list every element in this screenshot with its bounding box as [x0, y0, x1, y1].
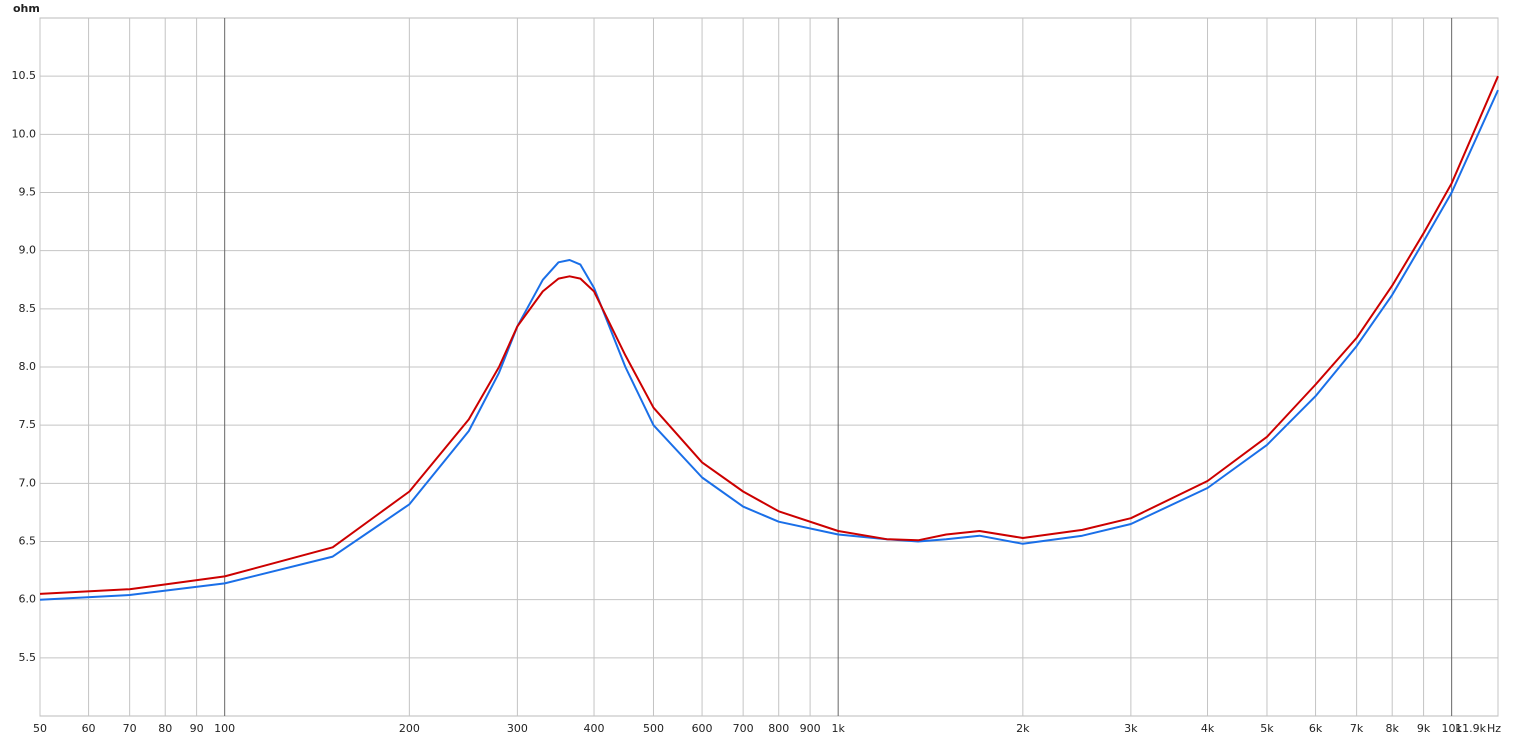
series-line: [39, 75, 1499, 595]
y-tick-label: 9.5: [19, 186, 37, 199]
x-tick-label: 9k: [1417, 722, 1431, 735]
x-tick-label: 300: [507, 722, 528, 735]
x-tick-label: 400: [584, 722, 605, 735]
x-tick-label: 8k: [1386, 722, 1400, 735]
y-tick-label: 7.5: [19, 418, 37, 431]
x-tick-label: 80: [158, 722, 172, 735]
x-axis-label: Hz: [1487, 722, 1501, 735]
x-tick-label: 2k: [1016, 722, 1030, 735]
y-tick-label: 10.5: [12, 69, 37, 82]
y-axis-label: ohm: [13, 2, 40, 15]
y-tick-label: 8.5: [19, 302, 37, 315]
x-tick-label: 200: [399, 722, 420, 735]
y-tick-label: 9.0: [19, 244, 37, 257]
x-tick-label: 900: [800, 722, 821, 735]
x-tick-label: 5k: [1260, 722, 1274, 735]
x-tick-label: 60: [82, 722, 96, 735]
x-tick-label: 11.9k: [1455, 722, 1486, 735]
x-tick-label: 700: [733, 722, 754, 735]
x-tick-label: 50: [33, 722, 47, 735]
x-tick-label: 90: [190, 722, 204, 735]
x-tick-label: 500: [643, 722, 664, 735]
x-tick-label: 4k: [1201, 722, 1215, 735]
y-tick-label: 6.5: [19, 535, 37, 548]
y-tick-label: 8.0: [19, 360, 37, 373]
x-tick-label: 600: [692, 722, 713, 735]
x-tick-label: 800: [768, 722, 789, 735]
series-line: [39, 89, 1499, 601]
y-tick-label: 5.5: [19, 651, 37, 664]
x-tick-label: 3k: [1124, 722, 1138, 735]
y-tick-label: 6.0: [19, 593, 37, 606]
x-tick-label: 10k: [1441, 722, 1462, 735]
x-tick-label: 7k: [1350, 722, 1364, 735]
x-tick-label: 6k: [1309, 722, 1323, 735]
y-tick-label: 10.0: [12, 127, 37, 140]
x-tick-label: 1k: [831, 722, 845, 735]
y-tick-label: 7.0: [19, 476, 37, 489]
x-tick-label: 100: [214, 722, 235, 735]
x-tick-label: 70: [123, 722, 137, 735]
